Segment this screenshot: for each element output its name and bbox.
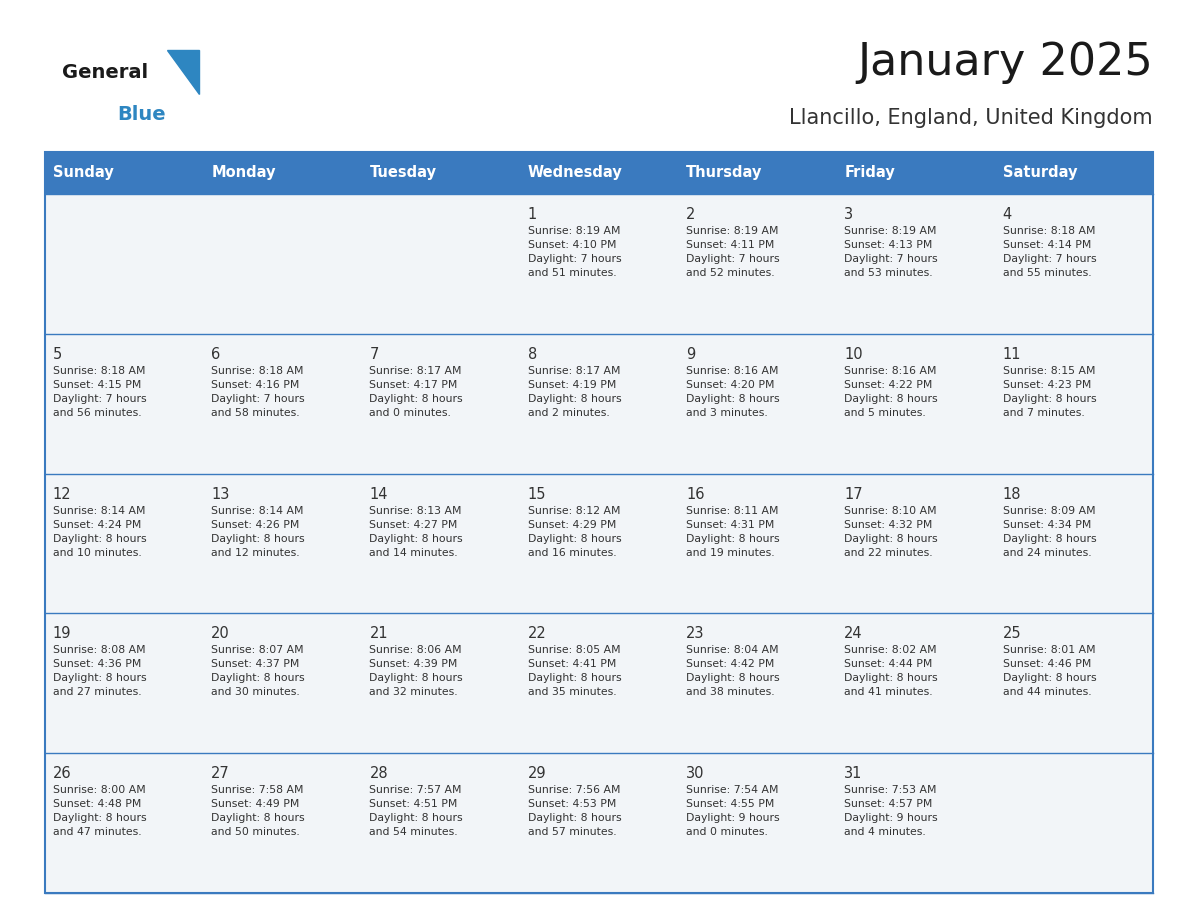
Text: Sunrise: 8:05 AM
Sunset: 4:41 PM
Daylight: 8 hours
and 35 minutes.: Sunrise: 8:05 AM Sunset: 4:41 PM Dayligh… xyxy=(527,645,621,698)
Text: Sunrise: 8:19 AM
Sunset: 4:13 PM
Daylight: 7 hours
and 53 minutes.: Sunrise: 8:19 AM Sunset: 4:13 PM Dayligh… xyxy=(845,226,939,278)
Text: Sunrise: 7:53 AM
Sunset: 4:57 PM
Daylight: 9 hours
and 4 minutes.: Sunrise: 7:53 AM Sunset: 4:57 PM Dayligh… xyxy=(845,785,939,837)
Text: Sunrise: 7:57 AM
Sunset: 4:51 PM
Daylight: 8 hours
and 54 minutes.: Sunrise: 7:57 AM Sunset: 4:51 PM Dayligh… xyxy=(369,785,463,837)
Text: Thursday: Thursday xyxy=(685,165,763,181)
Bar xyxy=(45,152,1154,194)
Text: 8: 8 xyxy=(527,347,537,362)
Text: Sunrise: 8:15 AM
Sunset: 4:23 PM
Daylight: 8 hours
and 7 minutes.: Sunrise: 8:15 AM Sunset: 4:23 PM Dayligh… xyxy=(1003,365,1097,418)
Text: Sunrise: 8:16 AM
Sunset: 4:22 PM
Daylight: 8 hours
and 5 minutes.: Sunrise: 8:16 AM Sunset: 4:22 PM Dayligh… xyxy=(845,365,939,418)
Text: 15: 15 xyxy=(527,487,546,501)
Text: 24: 24 xyxy=(845,626,862,642)
Text: General: General xyxy=(62,62,148,82)
Text: Monday: Monday xyxy=(211,165,276,181)
Text: Sunrise: 8:08 AM
Sunset: 4:36 PM
Daylight: 8 hours
and 27 minutes.: Sunrise: 8:08 AM Sunset: 4:36 PM Dayligh… xyxy=(53,645,146,698)
Text: 5: 5 xyxy=(53,347,62,362)
Text: 23: 23 xyxy=(685,626,704,642)
Text: 28: 28 xyxy=(369,767,388,781)
Text: 11: 11 xyxy=(1003,347,1022,362)
Text: Sunrise: 8:18 AM
Sunset: 4:15 PM
Daylight: 7 hours
and 56 minutes.: Sunrise: 8:18 AM Sunset: 4:15 PM Dayligh… xyxy=(53,365,146,418)
Text: Sunrise: 8:12 AM
Sunset: 4:29 PM
Daylight: 8 hours
and 16 minutes.: Sunrise: 8:12 AM Sunset: 4:29 PM Dayligh… xyxy=(527,506,621,557)
Text: Tuesday: Tuesday xyxy=(369,165,436,181)
Text: Sunrise: 8:11 AM
Sunset: 4:31 PM
Daylight: 8 hours
and 19 minutes.: Sunrise: 8:11 AM Sunset: 4:31 PM Dayligh… xyxy=(685,506,779,557)
Text: Sunrise: 7:56 AM
Sunset: 4:53 PM
Daylight: 8 hours
and 57 minutes.: Sunrise: 7:56 AM Sunset: 4:53 PM Dayligh… xyxy=(527,785,621,837)
Text: Sunday: Sunday xyxy=(53,165,114,181)
Text: 14: 14 xyxy=(369,487,388,501)
Text: 2: 2 xyxy=(685,207,695,222)
Text: Sunrise: 8:06 AM
Sunset: 4:39 PM
Daylight: 8 hours
and 32 minutes.: Sunrise: 8:06 AM Sunset: 4:39 PM Dayligh… xyxy=(369,645,463,698)
Text: 16: 16 xyxy=(685,487,704,501)
Bar xyxy=(45,474,1154,613)
Text: Sunrise: 8:14 AM
Sunset: 4:24 PM
Daylight: 8 hours
and 10 minutes.: Sunrise: 8:14 AM Sunset: 4:24 PM Dayligh… xyxy=(53,506,146,557)
Text: 19: 19 xyxy=(53,626,71,642)
Text: Sunrise: 8:16 AM
Sunset: 4:20 PM
Daylight: 8 hours
and 3 minutes.: Sunrise: 8:16 AM Sunset: 4:20 PM Dayligh… xyxy=(685,365,779,418)
Text: Llancillo, England, United Kingdom: Llancillo, England, United Kingdom xyxy=(789,108,1154,128)
Text: Sunrise: 8:18 AM
Sunset: 4:14 PM
Daylight: 7 hours
and 55 minutes.: Sunrise: 8:18 AM Sunset: 4:14 PM Dayligh… xyxy=(1003,226,1097,278)
Text: Sunrise: 8:00 AM
Sunset: 4:48 PM
Daylight: 8 hours
and 47 minutes.: Sunrise: 8:00 AM Sunset: 4:48 PM Dayligh… xyxy=(53,785,146,837)
Text: Saturday: Saturday xyxy=(1003,165,1078,181)
Text: 22: 22 xyxy=(527,626,546,642)
Bar xyxy=(45,613,1154,753)
Text: January 2025: January 2025 xyxy=(858,40,1154,84)
Text: 3: 3 xyxy=(845,207,853,222)
Text: 4: 4 xyxy=(1003,207,1012,222)
Text: 1: 1 xyxy=(527,207,537,222)
Text: Sunrise: 8:13 AM
Sunset: 4:27 PM
Daylight: 8 hours
and 14 minutes.: Sunrise: 8:13 AM Sunset: 4:27 PM Dayligh… xyxy=(369,506,463,557)
Text: Sunrise: 8:17 AM
Sunset: 4:17 PM
Daylight: 8 hours
and 0 minutes.: Sunrise: 8:17 AM Sunset: 4:17 PM Dayligh… xyxy=(369,365,463,418)
Text: 21: 21 xyxy=(369,626,388,642)
Text: Sunrise: 8:01 AM
Sunset: 4:46 PM
Daylight: 8 hours
and 44 minutes.: Sunrise: 8:01 AM Sunset: 4:46 PM Dayligh… xyxy=(1003,645,1097,698)
Bar xyxy=(45,152,1154,893)
Text: 26: 26 xyxy=(53,767,71,781)
Text: 7: 7 xyxy=(369,347,379,362)
Text: 31: 31 xyxy=(845,767,862,781)
Text: Sunrise: 8:19 AM
Sunset: 4:11 PM
Daylight: 7 hours
and 52 minutes.: Sunrise: 8:19 AM Sunset: 4:11 PM Dayligh… xyxy=(685,226,779,278)
Text: Sunrise: 8:02 AM
Sunset: 4:44 PM
Daylight: 8 hours
and 41 minutes.: Sunrise: 8:02 AM Sunset: 4:44 PM Dayligh… xyxy=(845,645,939,698)
Text: Sunrise: 7:58 AM
Sunset: 4:49 PM
Daylight: 8 hours
and 50 minutes.: Sunrise: 7:58 AM Sunset: 4:49 PM Dayligh… xyxy=(211,785,305,837)
Text: Sunrise: 8:17 AM
Sunset: 4:19 PM
Daylight: 8 hours
and 2 minutes.: Sunrise: 8:17 AM Sunset: 4:19 PM Dayligh… xyxy=(527,365,621,418)
Text: 25: 25 xyxy=(1003,626,1022,642)
Text: Sunrise: 8:14 AM
Sunset: 4:26 PM
Daylight: 8 hours
and 12 minutes.: Sunrise: 8:14 AM Sunset: 4:26 PM Dayligh… xyxy=(211,506,305,557)
Text: Sunrise: 8:07 AM
Sunset: 4:37 PM
Daylight: 8 hours
and 30 minutes.: Sunrise: 8:07 AM Sunset: 4:37 PM Dayligh… xyxy=(211,645,305,698)
Text: 12: 12 xyxy=(53,487,71,501)
Text: 18: 18 xyxy=(1003,487,1022,501)
Text: Sunrise: 8:10 AM
Sunset: 4:32 PM
Daylight: 8 hours
and 22 minutes.: Sunrise: 8:10 AM Sunset: 4:32 PM Dayligh… xyxy=(845,506,939,557)
Text: 20: 20 xyxy=(211,626,230,642)
Text: 13: 13 xyxy=(211,487,229,501)
Text: Sunrise: 8:04 AM
Sunset: 4:42 PM
Daylight: 8 hours
and 38 minutes.: Sunrise: 8:04 AM Sunset: 4:42 PM Dayligh… xyxy=(685,645,779,698)
Text: 17: 17 xyxy=(845,487,862,501)
Text: 10: 10 xyxy=(845,347,862,362)
Text: 9: 9 xyxy=(685,347,695,362)
Text: 30: 30 xyxy=(685,767,704,781)
Text: Wednesday: Wednesday xyxy=(527,165,623,181)
Text: 27: 27 xyxy=(211,767,230,781)
Text: Sunrise: 8:09 AM
Sunset: 4:34 PM
Daylight: 8 hours
and 24 minutes.: Sunrise: 8:09 AM Sunset: 4:34 PM Dayligh… xyxy=(1003,506,1097,557)
Text: Sunrise: 7:54 AM
Sunset: 4:55 PM
Daylight: 9 hours
and 0 minutes.: Sunrise: 7:54 AM Sunset: 4:55 PM Dayligh… xyxy=(685,785,779,837)
Text: Blue: Blue xyxy=(116,105,165,124)
Bar xyxy=(45,334,1154,474)
Text: Sunrise: 8:19 AM
Sunset: 4:10 PM
Daylight: 7 hours
and 51 minutes.: Sunrise: 8:19 AM Sunset: 4:10 PM Dayligh… xyxy=(527,226,621,278)
Text: 6: 6 xyxy=(211,347,221,362)
Text: 29: 29 xyxy=(527,767,546,781)
Text: Sunrise: 8:18 AM
Sunset: 4:16 PM
Daylight: 7 hours
and 58 minutes.: Sunrise: 8:18 AM Sunset: 4:16 PM Dayligh… xyxy=(211,365,305,418)
Bar xyxy=(45,753,1154,893)
Bar xyxy=(45,194,1154,334)
Text: Friday: Friday xyxy=(845,165,895,181)
Polygon shape xyxy=(168,50,200,94)
